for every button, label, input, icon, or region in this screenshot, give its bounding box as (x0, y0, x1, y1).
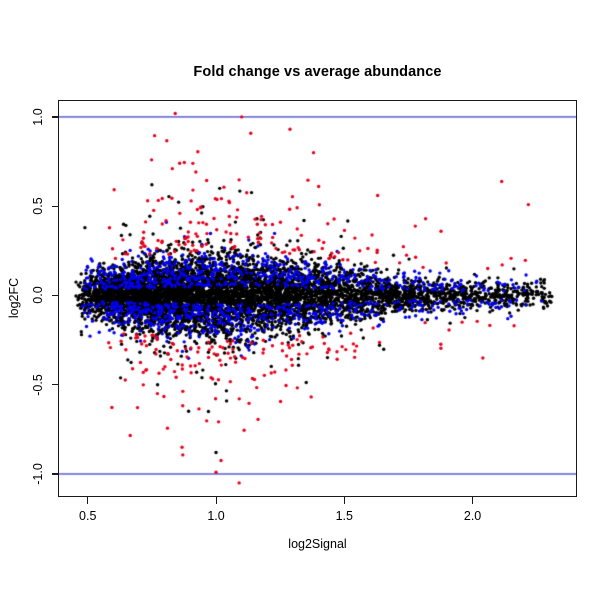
x-tick-label: 0.5 (79, 509, 97, 523)
y-tick-label: -0.5 (31, 373, 45, 396)
y-tick-label: 0.0 (31, 286, 45, 305)
x-axis-tick (87, 497, 89, 504)
chart-title: Fold change vs average abundance (193, 64, 442, 80)
y-tick-label: 1.0 (31, 108, 45, 126)
plot-area-border (58, 100, 577, 497)
y-tick-label: 0.5 (31, 197, 45, 215)
x-axis-tick (472, 497, 474, 504)
x-tick-label: 1.0 (207, 509, 225, 523)
y-axis-label: log2FC (7, 277, 21, 319)
y-tick-label: -1.0 (31, 463, 45, 485)
y-axis-tick (51, 384, 58, 386)
y-axis-tick (51, 116, 58, 118)
x-axis-tick (215, 497, 217, 504)
x-axis-tick (343, 497, 345, 504)
x-tick-label: 2.0 (463, 509, 482, 523)
x-axis-label: log2Signal (288, 537, 347, 551)
y-axis-tick (51, 294, 58, 297)
x-tick-label: 1.5 (335, 509, 353, 523)
y-axis-tick (51, 205, 58, 207)
y-axis-tick (51, 473, 58, 475)
